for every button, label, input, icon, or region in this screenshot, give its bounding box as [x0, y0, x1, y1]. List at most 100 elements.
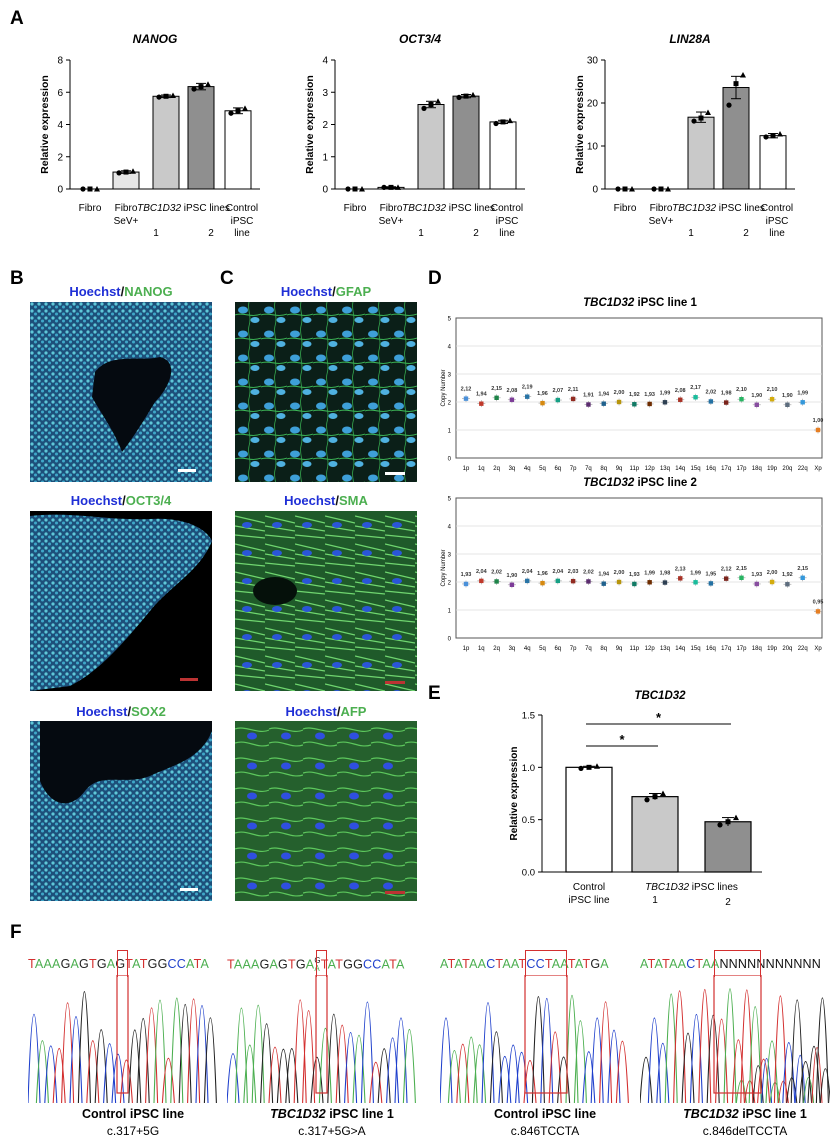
trace-peak	[377, 1048, 391, 1104]
x-label-sev: Fibro	[380, 203, 403, 214]
data-point	[763, 134, 769, 140]
data-point	[94, 186, 100, 192]
copy-number-label: 1,93	[751, 572, 762, 578]
bar	[187, 86, 215, 190]
x-tick-label: 7p	[570, 466, 577, 472]
data-point	[615, 186, 621, 192]
y-tick-label: 1	[448, 609, 452, 615]
copy-number-label: 1,98	[721, 391, 732, 397]
x-label-tbc-gene: TBC1D32	[672, 203, 716, 214]
x-label-line1: 1	[153, 228, 159, 239]
x-tick-label: 17p	[736, 466, 747, 472]
copy-number-label: 2,15	[736, 566, 747, 572]
trace-peak	[819, 1068, 830, 1104]
plot-frame	[455, 317, 823, 459]
x-tick-label: 3q	[509, 646, 516, 652]
sequence-bases: ATATAACTAA	[640, 957, 720, 971]
x-label-control: line	[499, 228, 515, 239]
x-tick-label: 6q	[554, 466, 561, 472]
copy-number-label: 1,92	[629, 392, 640, 398]
data-point	[359, 186, 365, 192]
x-tick-label: 14q	[675, 466, 685, 472]
variant-highlight-box	[524, 975, 568, 1094]
copy-number-point	[509, 397, 515, 402]
trace-peak	[673, 990, 687, 1104]
trace-peak	[344, 1031, 358, 1104]
copy-number-point	[708, 399, 714, 404]
copy-number-label: 1,00	[813, 418, 824, 424]
x-label-fibro: Fibro	[344, 203, 367, 214]
data-point	[163, 93, 169, 99]
data-point	[191, 86, 197, 92]
y-axis-label: Relative expression	[304, 75, 316, 174]
variant-highlight-box	[116, 975, 129, 1094]
data-point	[740, 72, 746, 78]
data-point	[463, 93, 469, 99]
trace-peak	[310, 1056, 324, 1104]
chart-title: LIN28A	[669, 32, 710, 46]
variant-highlight-box	[316, 950, 327, 977]
x-label-sev: SeV+	[649, 216, 674, 227]
trace-peak	[506, 1044, 520, 1104]
sequence-read: ATATAACTAANNNNNNNNNNN	[640, 957, 821, 971]
x-label-control: iPSC	[496, 216, 519, 227]
x-tick-label: 7p	[570, 646, 577, 652]
copy-number-point	[570, 578, 576, 584]
data-point	[586, 764, 592, 770]
copy-number-label: 0,95	[813, 599, 824, 605]
x-label-sev: Fibro	[115, 203, 138, 214]
sma-micrograph	[235, 511, 417, 691]
copy-number-label: 2,15	[491, 386, 502, 392]
y-tick-label: 30	[587, 56, 599, 67]
trace-peak	[456, 1043, 470, 1104]
copy-number-point	[586, 402, 591, 407]
significance-star: *	[656, 710, 662, 725]
x-tick-label: 22q	[798, 646, 808, 652]
trace-peak	[69, 1016, 83, 1104]
copy-number-label: 2,00	[614, 570, 625, 576]
copy-number-point	[509, 582, 515, 587]
y-axis-label: Copy Number	[441, 369, 447, 406]
x-label-tbc-rest: iPSC lines	[446, 203, 495, 214]
copy-number-point	[463, 581, 469, 587]
x-label-control: iPSC	[766, 216, 789, 227]
y-tick-label: 1.5	[522, 711, 535, 722]
y-tick-label: 2	[448, 401, 452, 407]
copy-number-label: 1,90	[782, 393, 793, 399]
x-label-sev: SeV+	[114, 216, 139, 227]
data-point	[470, 91, 476, 98]
trace-peak	[582, 1051, 596, 1104]
data-point	[456, 94, 462, 101]
x-tick-label: 17q	[721, 646, 731, 652]
x-tick-label: 11p	[630, 466, 640, 472]
bar	[704, 821, 752, 873]
data-point	[594, 763, 600, 769]
chromatogram-caption: Control iPSC line c.317+5G	[33, 1107, 233, 1138]
trace-peak	[318, 1028, 332, 1104]
trace-peak	[473, 1044, 487, 1104]
y-tick-label: 4	[57, 120, 63, 131]
trace-peak	[119, 1059, 133, 1104]
trace-peak	[757, 1058, 771, 1104]
y-tick-label: 0	[322, 185, 328, 196]
data-point	[156, 94, 162, 100]
copy-number-point	[525, 394, 530, 399]
x-tick-label: 4q	[524, 466, 531, 472]
copy-number-label: 1,99	[644, 570, 655, 576]
trace-peak	[731, 1039, 745, 1104]
data-point	[123, 169, 129, 175]
y-tick-label: 3	[322, 88, 328, 99]
x-label-control: line	[769, 228, 785, 239]
copy-number-point	[769, 579, 775, 585]
data-point	[507, 117, 513, 124]
trace-peak	[52, 1048, 66, 1104]
x-tick-label: 18q	[752, 466, 762, 472]
trace-peak	[276, 1048, 290, 1104]
x-tick-label: 20q	[782, 466, 792, 472]
data-point	[228, 110, 234, 116]
trace-peak	[765, 1040, 779, 1104]
mutation-label: c.846delTCCTA	[702, 1124, 788, 1138]
copy-number-point	[540, 580, 545, 586]
copy-number-label: 1,95	[706, 571, 717, 577]
x-tick-label: 5q	[539, 646, 546, 652]
